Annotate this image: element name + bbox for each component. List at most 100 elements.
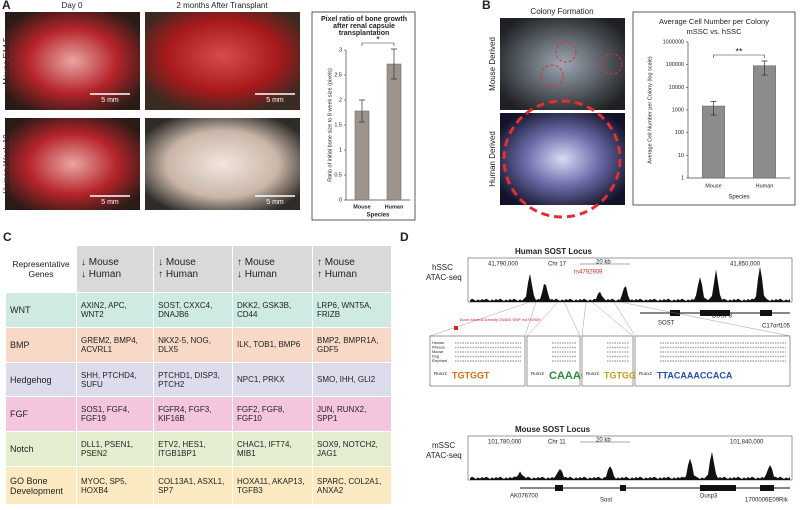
header-cell: ↑ Mouse ↓ Human bbox=[231, 245, 313, 293]
table-cell: NPC1, PRKX bbox=[231, 361, 313, 398]
table-cell: CHAC1, IFT74, MIB1 bbox=[231, 431, 313, 468]
zoom-line bbox=[563, 301, 581, 337]
panel-letter: B bbox=[482, 0, 491, 12]
coordinate: 41,850,000 bbox=[730, 262, 761, 268]
panel-letter: C bbox=[3, 230, 12, 244]
exon bbox=[555, 485, 563, 491]
table-cell: SOX9, NOTCH2, JAG1 bbox=[311, 431, 393, 468]
x-tick-label: Human bbox=[385, 204, 404, 210]
motif-label: Runx2 bbox=[531, 371, 545, 376]
gene-label: C17orf105 bbox=[762, 324, 791, 330]
photo bbox=[145, 118, 300, 210]
gene-label: DUSP3 bbox=[712, 314, 733, 320]
snp-note: Bone Mineral Density GWAS SNP rs4792909 bbox=[460, 317, 541, 322]
header-line: ↑ Mouse bbox=[316, 257, 355, 268]
table-cell: MYOC, SP5, HOXB4 bbox=[75, 466, 155, 505]
y-tick-label: 0 bbox=[339, 197, 342, 203]
table-cell: SMO, IHH, GLI2 bbox=[311, 361, 393, 398]
table-cell: SPARC, COL2A1, ANXA2 bbox=[311, 466, 393, 505]
species-label: Rhesus bbox=[432, 346, 445, 350]
motif-logo: TGTGGTTT bbox=[604, 370, 653, 380]
table-cell: GO Bone Development bbox=[5, 466, 77, 505]
table-cell: AXIN2, APC, WNT2 bbox=[75, 292, 155, 328]
y-tick-label: 1 bbox=[681, 175, 684, 181]
table-cell: LRP6, WNT5A, FRIZB bbox=[311, 292, 393, 328]
gene-table: Representative Genes ↓ Mouse ↓ Human ↓ Mous… bbox=[5, 245, 393, 505]
atac-peaks bbox=[470, 451, 790, 480]
gene-label: Sost bbox=[600, 498, 612, 504]
chromosome: Chr 11 bbox=[548, 440, 566, 446]
x-tick-label: Mouse bbox=[353, 204, 370, 210]
row-label: Human Derived bbox=[488, 131, 497, 187]
table-cell: DKK2, GSK3B, CD44 bbox=[231, 292, 313, 328]
exon bbox=[700, 310, 730, 316]
y-axis-label: Average Cell Number per Colony (log scal… bbox=[647, 56, 653, 164]
colony-ring bbox=[555, 41, 577, 63]
zoom-line bbox=[591, 301, 634, 337]
track-label: mSSC bbox=[432, 441, 455, 450]
table-row: BMP GREM2, BMP4, ACVRL1 NKX2-5, NOG, DLX5 I… bbox=[5, 326, 393, 363]
motif-label: Runx2 bbox=[586, 371, 600, 376]
significance-bracket bbox=[713, 54, 765, 59]
header-cell: ↓ Mouse ↓ Human bbox=[75, 245, 155, 293]
zoom-line bbox=[526, 301, 559, 337]
chromosome: Chr 17 bbox=[548, 262, 567, 268]
table-row: Notch DLL1, PSEN1, PSEN2 ETV2, HES1, ITGB1… bbox=[5, 431, 393, 468]
chart-title: Pixel ratio of bone growth after renal c… bbox=[321, 16, 407, 37]
coordinate: 101,840,000 bbox=[730, 440, 764, 446]
table-row: FGF SOS1, FGF4, FGF19 FGFR4, FGF3, KIF16B F… bbox=[5, 396, 393, 433]
header-cell: Representative Genes bbox=[5, 245, 77, 293]
coordinate: 41,790,000 bbox=[488, 262, 519, 268]
y-tick-label: 1 bbox=[339, 147, 342, 153]
table-row: Hedgehog SHH, PTCHD4, SUFU PTCHD1, DISP3, … bbox=[5, 361, 393, 398]
table-cell: BMP2, BMPR1A, GDF5 bbox=[311, 326, 393, 363]
y-tick-label: 10 bbox=[678, 153, 684, 159]
motif-label: Runx2 bbox=[639, 371, 653, 376]
photo bbox=[5, 12, 140, 110]
photo bbox=[500, 18, 625, 110]
row-label: Human Week 10 bbox=[2, 134, 11, 194]
header-line: ↓ Mouse bbox=[81, 257, 119, 268]
header-line: ↓ Mouse bbox=[158, 257, 196, 268]
y-tick-label: 0.5 bbox=[334, 172, 342, 178]
table-cell: SHH, PTCHD4, SUFU bbox=[75, 361, 155, 398]
zoom-line bbox=[619, 301, 791, 337]
chart-title: Average Cell Number per Colony bbox=[659, 17, 769, 26]
header-line: ↓ Human bbox=[81, 269, 122, 280]
track-label: hSSC bbox=[432, 263, 453, 272]
error-bar bbox=[391, 48, 397, 80]
photo-title: Colony Formation bbox=[530, 7, 593, 16]
y-tick-label: 2 bbox=[339, 97, 342, 103]
y-tick-label: 100 bbox=[675, 130, 684, 136]
scale-label: 5 mm bbox=[101, 199, 119, 206]
snp-label: rs4792909 bbox=[574, 270, 603, 276]
photo bbox=[500, 113, 625, 205]
x-tick-label: Human bbox=[756, 183, 774, 189]
gene-label: AK076700 bbox=[510, 494, 539, 500]
panel-letter: A bbox=[2, 0, 11, 12]
coordinate: 101,780,000 bbox=[488, 440, 522, 446]
error-bar bbox=[359, 99, 365, 123]
table-cell: BMP bbox=[5, 326, 77, 363]
table-cell: JUN, RUNX2, SPP1 bbox=[311, 396, 393, 433]
zoom-line bbox=[429, 301, 531, 337]
exon bbox=[760, 485, 774, 491]
y-tick-label: 2.5 bbox=[334, 72, 342, 78]
y-tick-label: 3 bbox=[339, 47, 342, 53]
scale-label: 5 mm bbox=[266, 97, 284, 104]
colony-ring bbox=[540, 64, 564, 88]
zoom-line bbox=[613, 301, 636, 337]
motif-logo: TTACAAACCACA bbox=[657, 370, 733, 380]
table-cell: HOXA11, AKAP13, TGFB3 bbox=[231, 466, 313, 505]
exon bbox=[760, 310, 772, 316]
column-label: 2 months After Transplant bbox=[176, 1, 268, 10]
table-cell: Notch bbox=[5, 431, 77, 468]
header-line: ↑ Human bbox=[316, 269, 357, 280]
y-axis-label: Ratio of initial bone size to 8 week siz… bbox=[327, 68, 333, 182]
row-label: Mouse Derived bbox=[488, 37, 497, 91]
photo bbox=[5, 118, 140, 210]
header-line: ↑ Mouse bbox=[236, 257, 275, 268]
scale-label: 5 mm bbox=[266, 199, 284, 206]
species-label: Elephant bbox=[432, 359, 448, 363]
